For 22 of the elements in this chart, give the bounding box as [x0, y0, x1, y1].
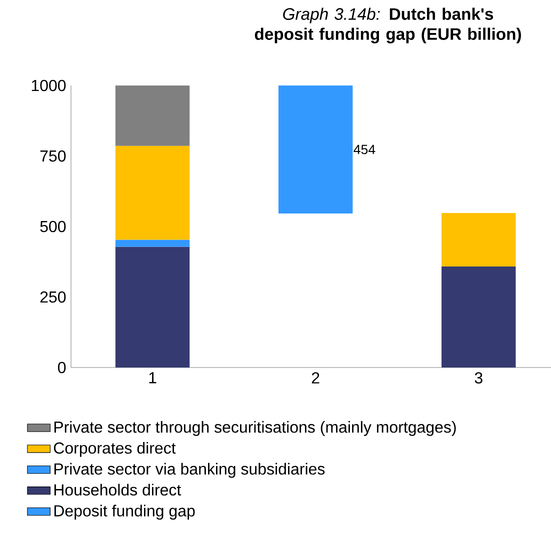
data-label: 454	[354, 144, 376, 154]
bar	[442, 266, 516, 368]
bar	[115, 86, 190, 146]
y-tick-label: 750	[40, 150, 66, 162]
bar	[278, 86, 353, 214]
y-tick-label: 250	[40, 291, 66, 303]
legend-label: Corporates direct	[54, 442, 176, 457]
y-tick-label: 0	[58, 362, 66, 374]
legend-label: Private sector via banking subsidiaries	[54, 462, 325, 478]
legend-label: Households direct	[54, 484, 182, 496]
bar	[115, 246, 190, 368]
x-tick-label: 2	[312, 372, 320, 384]
y-tick-label: 500	[40, 220, 66, 232]
legend-label: Private sector through securitisations (mainly mortgages)	[54, 421, 456, 436]
bar	[442, 212, 516, 267]
x-tick-label: 1	[149, 372, 156, 384]
x-tick-label: 3	[474, 372, 482, 384]
bar	[115, 240, 190, 247]
y-tick-label: 1000	[32, 80, 66, 92]
legend-label: Deposit funding gap	[54, 504, 195, 520]
chart-title: Graph 3.14b: Dutch bank's deposit funding gap (EUR billion)	[254, 8, 521, 44]
bar	[115, 146, 190, 240]
